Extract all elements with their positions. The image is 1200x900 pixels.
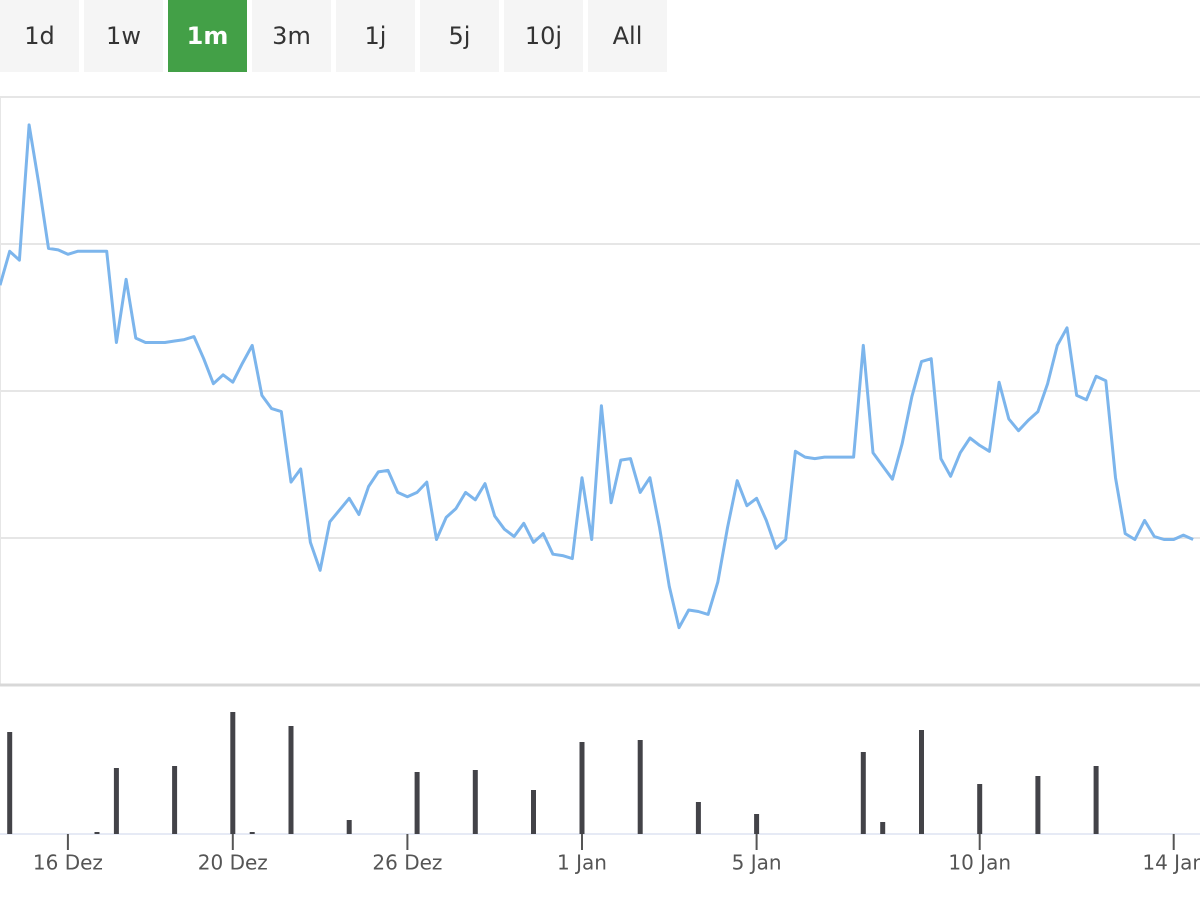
range-button-label[interactable]: All — [613, 22, 643, 50]
volume-bar — [249, 832, 255, 834]
volume-bar — [230, 712, 236, 834]
range-button-label[interactable]: 1j — [365, 22, 387, 50]
x-tick-label: 1 Jan — [557, 851, 607, 875]
range-button-label[interactable]: 1m — [187, 22, 229, 50]
x-tick-label: 16 Dez — [33, 851, 103, 875]
volume-bar — [1035, 776, 1041, 834]
range-button[interactable] — [84, 0, 163, 72]
volume-bar — [637, 740, 643, 834]
volume-bar — [880, 822, 886, 834]
volume-bar — [695, 802, 701, 834]
volume-bar — [414, 772, 420, 834]
volume-bar — [346, 820, 352, 834]
volume-bar — [977, 784, 983, 834]
x-tick-label: 26 Dez — [372, 851, 442, 875]
range-button[interactable] — [168, 0, 247, 72]
range-button-label[interactable]: 3m — [272, 22, 311, 50]
range-button-label[interactable]: 1d — [24, 22, 55, 50]
volume-bar — [94, 832, 100, 834]
volume-bar — [1093, 766, 1099, 834]
range-button-label[interactable]: 1w — [106, 22, 141, 50]
volume-bar — [919, 730, 924, 834]
x-tick-label: 20 Dez — [198, 851, 268, 875]
volume-bar — [754, 814, 760, 834]
volume-bar — [531, 790, 536, 834]
range-button[interactable] — [504, 0, 583, 72]
x-tick-label: 10 Jan — [948, 851, 1011, 875]
volume-bar — [472, 770, 478, 834]
range-button-label[interactable]: 5j — [449, 22, 471, 50]
volume-bar — [7, 732, 13, 834]
x-tick-label: 5 Jan — [732, 851, 782, 875]
volume-bar — [172, 766, 178, 834]
volume-bar — [113, 768, 119, 834]
range-button[interactable] — [0, 0, 79, 72]
volume-bar — [860, 752, 866, 834]
range-button[interactable] — [252, 0, 331, 72]
range-button[interactable] — [336, 0, 415, 72]
volume-bar — [288, 726, 294, 834]
range-button-label[interactable]: 10j — [525, 22, 562, 50]
x-tick-label: 14 Jan — [1142, 851, 1200, 875]
range-button[interactable] — [588, 0, 667, 72]
range-button[interactable] — [420, 0, 499, 72]
volume-bar — [579, 742, 585, 834]
price-line — [0, 123, 1194, 630]
